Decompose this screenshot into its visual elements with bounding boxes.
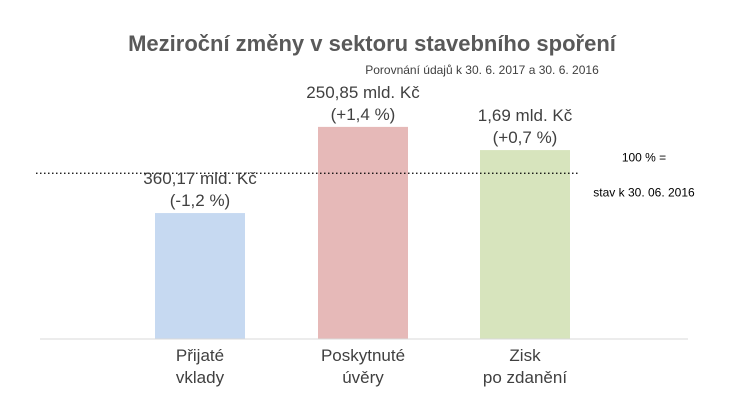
bar-data-label-2-0: 1,69 mld. Kč <box>478 106 573 125</box>
category-label-0-1: vklady <box>176 368 225 387</box>
bars-layer <box>155 126 570 339</box>
category-label-1-1: úvěry <box>342 368 384 387</box>
labels-layer: 360,17 mld. Kč (-1,2 %) Přijaté vklady 250,8… <box>143 83 572 387</box>
bar-data-label-1-1: (+1,4 %) <box>331 105 396 124</box>
bar-0 <box>155 213 245 339</box>
bar-2 <box>480 150 570 339</box>
category-label-1-0: Poskytnuté <box>321 346 405 365</box>
category-label-2-0: Zisk <box>509 346 541 365</box>
bar-data-label-0-0: 360,17 mld. Kč <box>143 169 257 188</box>
reference-line-label-top: 100 % = <box>622 150 666 164</box>
category-label-2-1: po zdanění <box>483 368 567 387</box>
reference-line-label-bottom: stav k 30. 06. 2016 <box>593 185 695 199</box>
bar-data-label-1-0: 250,85 mld. Kč <box>306 83 420 102</box>
bar-data-label-0-1: (-1,2 %) <box>170 191 230 210</box>
bar-data-label-2-1: (+0,7 %) <box>493 128 558 147</box>
bar-1 <box>318 126 408 339</box>
chart-title: Meziroční změny v sektoru stavebního spo… <box>128 31 617 56</box>
category-label-0-0: Přijaté <box>176 346 224 365</box>
chart-subtitle: Porovnání údajů k 30. 6. 2017 a 30. 6. 2… <box>365 63 599 77</box>
